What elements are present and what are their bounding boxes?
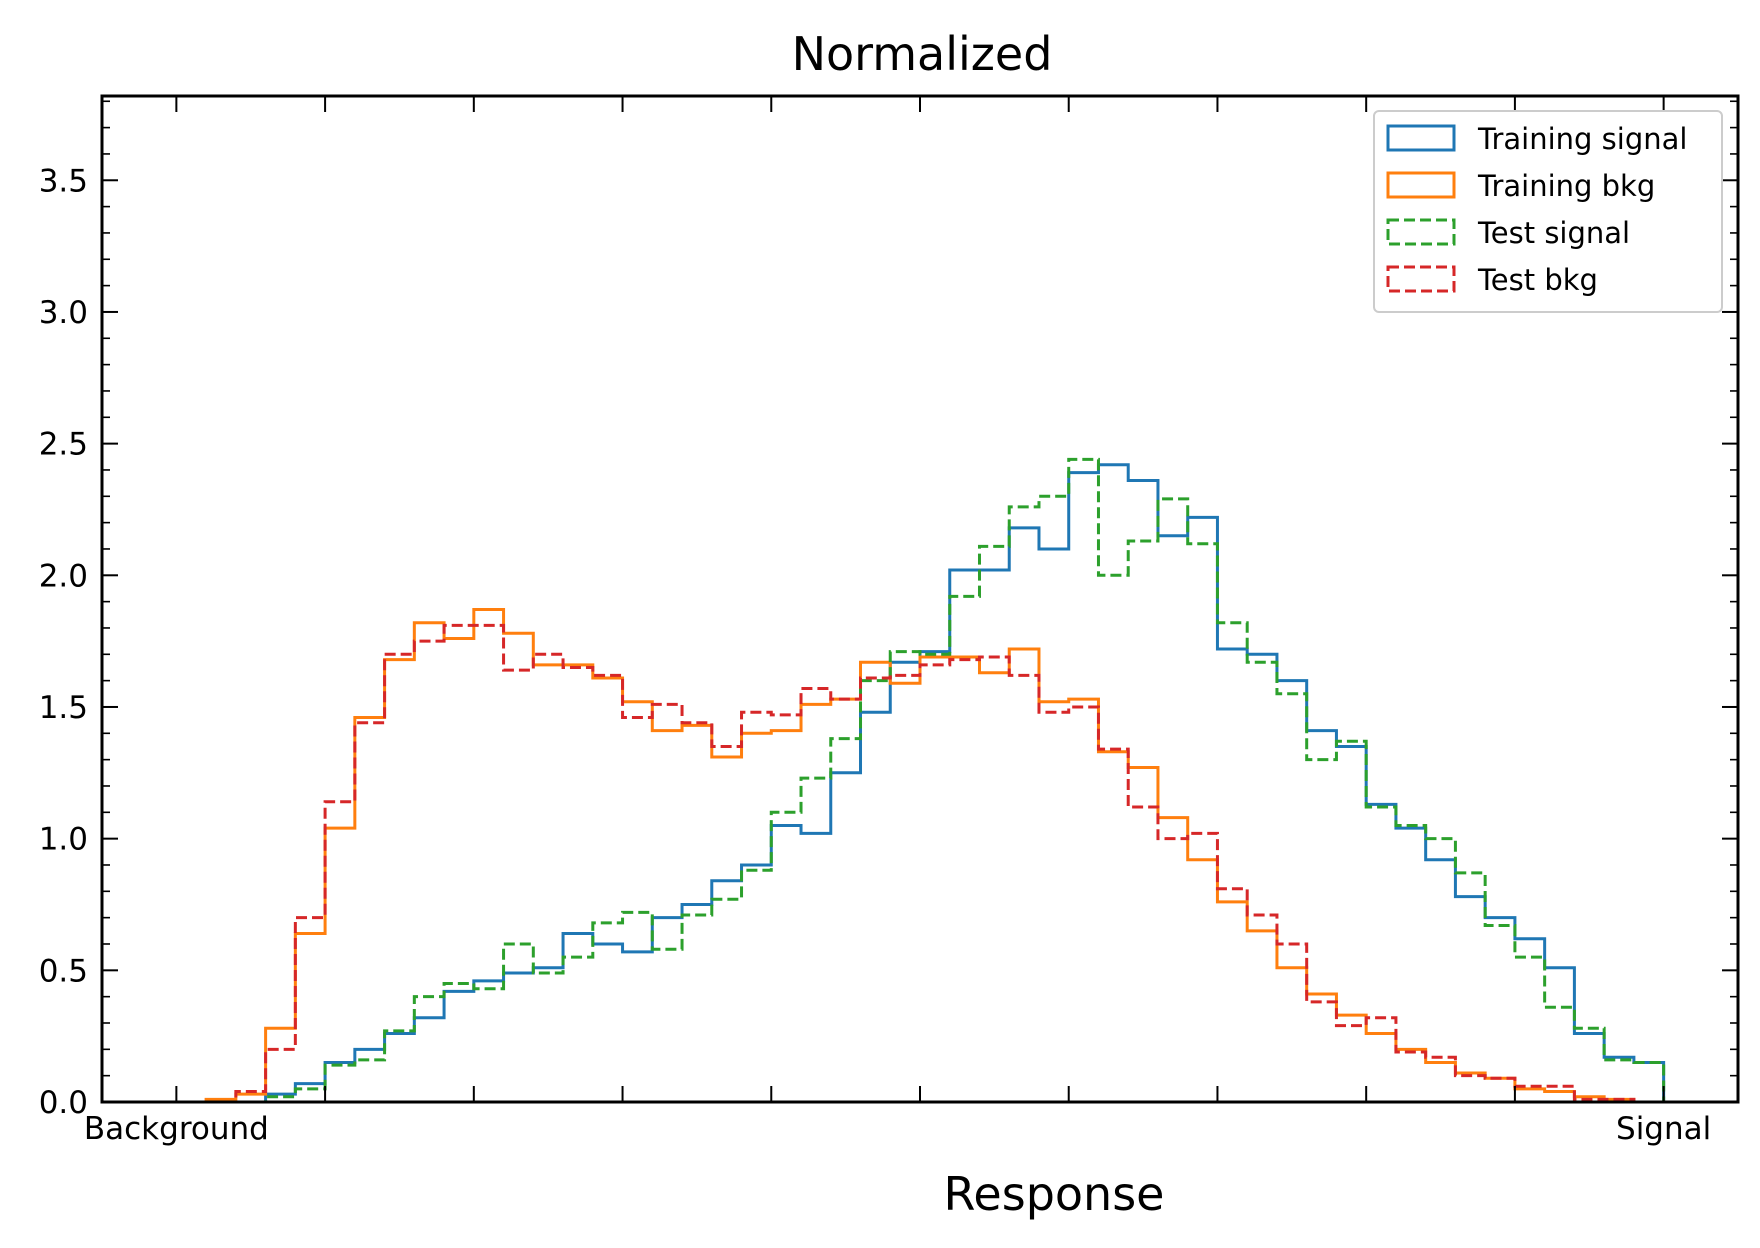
y-tick-label: 2.5: [39, 427, 88, 463]
legend-box: [1373, 110, 1723, 313]
series-line-training-bkg: [176, 608, 1664, 1104]
y-tick-label: 3.0: [39, 295, 88, 331]
series-line-training-signal: [176, 463, 1666, 1104]
ticks-layer: 0.0 0.5 1.0 1.5 2.0 2.5 3.0 3.5 Background Signal: [39, 96, 1738, 1147]
series-line-test-bkg: [176, 623, 1664, 1104]
series-line-test-signal: [176, 457, 1666, 1104]
legend-label: Test signal: [1477, 216, 1630, 250]
legend-label: Test bkg: [1477, 263, 1598, 297]
legend-label: Training signal: [1477, 122, 1687, 156]
y-tick-label: 0.5: [39, 953, 88, 989]
y-tick-label: 2.0: [39, 558, 88, 594]
legend-swatch: [1386, 171, 1456, 199]
y-tick-label: 0.0: [39, 1085, 88, 1121]
legend: Training signal Training bkg Test signal Te…: [1373, 110, 1723, 313]
legend-swatch: [1386, 218, 1456, 246]
x-axis-label: Response: [944, 1167, 1165, 1221]
series-layer: [176, 457, 1666, 1104]
x-tick-label: Signal: [1616, 1111, 1711, 1147]
chart-title: Normalized: [792, 27, 1053, 81]
plot-frame: [100, 94, 1740, 1104]
legend-swatch: [1386, 265, 1456, 293]
x-tick-label: Background: [84, 1111, 269, 1147]
y-tick-label: 1.5: [39, 690, 88, 726]
legend-swatch: [1386, 124, 1456, 152]
y-tick-label: 1.0: [39, 822, 88, 858]
y-tick-label: 3.5: [39, 163, 88, 199]
legend-label: Training bkg: [1477, 169, 1655, 203]
